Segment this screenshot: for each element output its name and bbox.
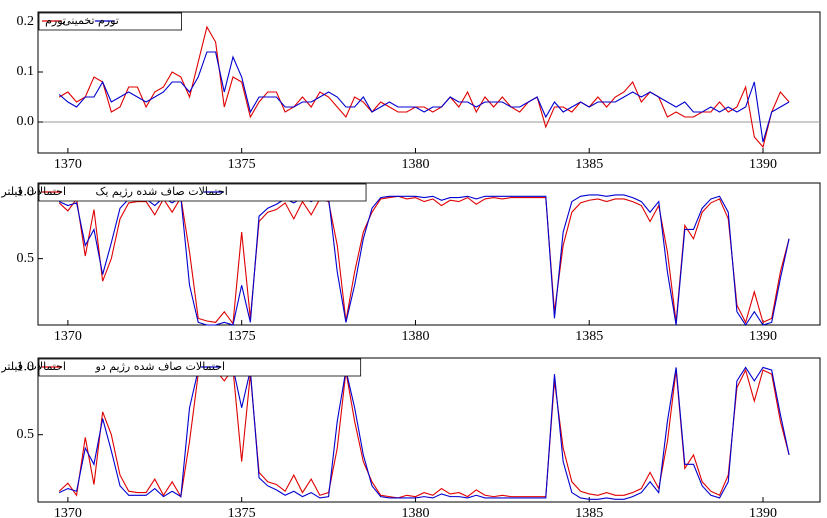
x-tick-label: 1370 (54, 329, 82, 344)
legend-label: احتمالات صاف شده رژیم دو (95, 360, 226, 373)
series-line (59, 52, 789, 142)
legend: احتمالات فیلتر شده رژیم یک احتمالات صاف ش… (0, 184, 366, 201)
y-tick-label: 0.0 (17, 114, 35, 129)
legend-label: احتمالات فیلتر شده رژیم دو (0, 360, 66, 373)
legend: احتمالات فیلتر شده رژیم دو احتمالات صاف ش… (0, 359, 361, 376)
x-tick-label: 1380 (401, 329, 429, 344)
x-tick-label: 1370 (54, 157, 82, 172)
plot-frame (38, 183, 820, 325)
chart: 0.0 0.1 0.2 1370 1375 1380 1385 1390 تورمتورم تخ… (0, 0, 827, 518)
legend-label: تورم تخمینی (62, 14, 119, 27)
legend-label: احتمالات صاف شده رژیم یک (96, 185, 228, 198)
y-tick-label: 0.2 (17, 14, 35, 29)
series-line (59, 27, 789, 147)
y-tick-label: 0.5 (17, 427, 35, 442)
legend-label: احتمالات فیلتر شده رژیم یک (0, 185, 66, 198)
x-tick-label: 1390 (749, 506, 777, 518)
x-tick-label: 1375 (228, 506, 256, 518)
series-line (59, 196, 789, 323)
x-tick-label: 1380 (401, 157, 429, 172)
x-tick-label: 1380 (401, 506, 429, 518)
series-line (59, 369, 789, 498)
plot-frame (38, 12, 820, 153)
x-tick-label: 1385 (575, 506, 603, 518)
x-tick-label: 1385 (575, 157, 603, 172)
x-tick-label: 1390 (749, 157, 777, 172)
x-tick-label: 1385 (575, 329, 603, 344)
x-tick-label: 1370 (54, 506, 82, 518)
x-tick-label: 1375 (228, 329, 256, 344)
y-tick-label: 0.1 (17, 64, 35, 79)
y-tick-label: 0.5 (17, 251, 35, 266)
series-line (59, 367, 789, 499)
x-tick-label: 1390 (749, 329, 777, 344)
series-line (59, 195, 789, 325)
x-tick-label: 1375 (228, 157, 256, 172)
